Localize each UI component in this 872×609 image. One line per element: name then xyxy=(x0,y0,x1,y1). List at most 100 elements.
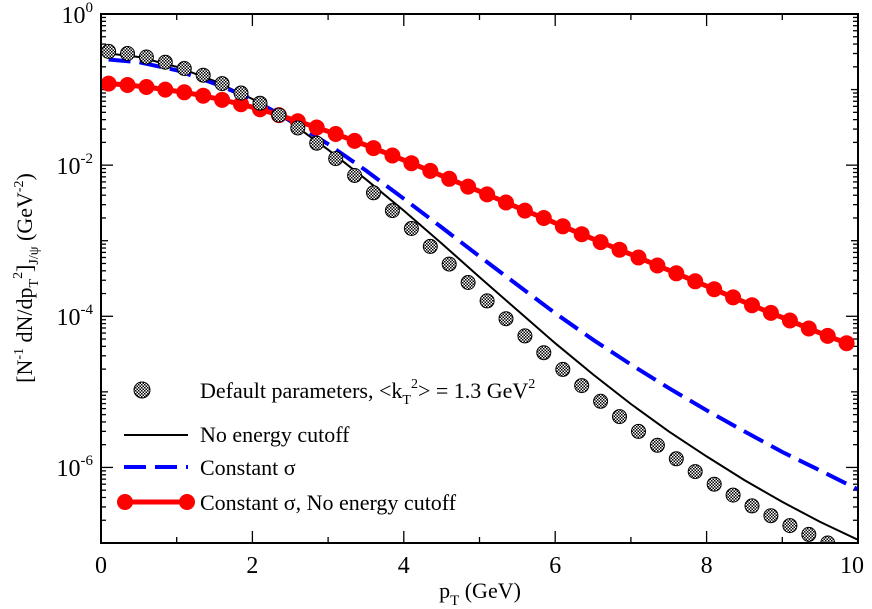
data-point-hatched xyxy=(744,498,760,514)
data-point-red xyxy=(365,140,382,157)
legend-item-constant-sigma: Constant σ xyxy=(124,455,296,480)
data-point-hatched xyxy=(290,120,306,136)
data-point-red xyxy=(138,79,155,95)
data-point-hatched xyxy=(517,328,533,344)
data-point-hatched xyxy=(441,256,457,272)
data-point-hatched xyxy=(328,151,344,167)
data-point-hatched xyxy=(706,476,722,492)
data-point-red xyxy=(441,170,458,187)
data-point-red xyxy=(233,96,249,113)
data-point-hatched xyxy=(271,107,287,123)
data-point-hatched xyxy=(801,526,817,542)
data-point-red xyxy=(327,126,344,142)
data-point-red xyxy=(800,320,817,337)
data-point-red xyxy=(101,75,117,92)
legend-label: No energy cutoff xyxy=(200,422,350,447)
series-markers-default-parameters xyxy=(101,43,851,543)
data-point-red xyxy=(308,119,325,136)
y-axis-title: [N-1 dN/dpT2]J/ψ (GeV-2) xyxy=(11,173,42,383)
plot-frame xyxy=(100,13,859,544)
legend-label: Constant σ xyxy=(200,455,296,480)
x-tick-label: 0 xyxy=(95,553,107,579)
series-line-constant-sigma xyxy=(108,57,858,492)
data-point-red xyxy=(630,249,647,266)
data-point-hatched xyxy=(763,508,779,524)
data-point-red xyxy=(744,297,760,314)
x-tick-label: 2 xyxy=(246,553,258,579)
data-point-hatched xyxy=(479,293,495,309)
data-point-red xyxy=(554,218,571,235)
data-point-hatched xyxy=(668,451,684,467)
data-point-red xyxy=(668,265,685,282)
x-tick-label: 8 xyxy=(701,553,713,579)
data-point-red xyxy=(479,186,496,203)
legend-item-default-parameters: Default parameters, <kT2> = 1.3 GeV2 xyxy=(133,377,535,408)
y-tick-labels: 100 10-2 10-4 10-6 xyxy=(57,0,94,482)
data-point-red xyxy=(838,335,855,352)
data-point-hatched xyxy=(403,221,419,236)
data-point-red xyxy=(592,234,609,251)
y-tick-label: 10-2 xyxy=(57,151,94,180)
y-tick-label: 100 xyxy=(62,0,94,29)
data-point-hatched xyxy=(574,378,590,394)
series-markers-constant-sigma-no-energy-cutoff xyxy=(101,75,855,352)
data-point-hatched xyxy=(820,535,836,543)
data-point-hatched xyxy=(687,464,703,480)
data-point-red xyxy=(422,162,439,179)
data-point-hatched xyxy=(309,135,325,151)
series-layer xyxy=(101,43,858,543)
data-point-hatched xyxy=(347,168,363,183)
data-point-hatched xyxy=(252,95,268,111)
data-point-hatched xyxy=(725,487,741,503)
data-point-red xyxy=(573,226,590,243)
legend-item-no-energy-cutoff: No energy cutoff xyxy=(124,422,350,447)
legend-label: Constant σ, No energy cutoff xyxy=(200,490,457,515)
data-point-red xyxy=(762,304,779,321)
data-point-red xyxy=(819,327,836,344)
x-axis-title: pT (GeV) xyxy=(439,578,521,609)
data-point-red xyxy=(384,147,401,164)
data-point-hatched xyxy=(612,409,627,425)
data-point-hatched xyxy=(555,361,571,377)
data-point-red xyxy=(649,257,666,274)
legend-item-constant-sigma-no-energy-cutoff: Constant σ, No energy cutoff xyxy=(117,490,457,515)
data-point-red xyxy=(403,155,420,172)
data-point-hatched xyxy=(631,423,646,439)
y-tick-label: 10-4 xyxy=(57,302,94,331)
data-point-hatched xyxy=(120,46,135,61)
legend-marker-red-dot xyxy=(117,494,133,510)
x-tick-label: 6 xyxy=(549,553,561,579)
data-point-hatched xyxy=(422,238,438,254)
x-tick-labels: 0 2 4 6 8 10 xyxy=(95,553,864,579)
data-point-hatched xyxy=(536,345,552,361)
data-point-hatched xyxy=(649,437,665,453)
legend-marker-red-dot xyxy=(179,494,195,510)
data-point-red xyxy=(725,289,742,306)
data-point-red xyxy=(498,194,514,211)
data-point-red xyxy=(176,84,193,101)
data-point-hatched xyxy=(195,67,211,83)
data-point-hatched xyxy=(214,76,230,92)
data-point-red xyxy=(611,241,628,258)
data-point-red xyxy=(687,273,704,290)
data-point-hatched xyxy=(782,518,798,534)
data-point-hatched xyxy=(233,85,249,101)
data-point-hatched xyxy=(460,275,476,290)
data-point-hatched xyxy=(593,393,609,409)
x-tick-label: 4 xyxy=(398,553,410,579)
data-point-red xyxy=(119,77,136,93)
series-line-constant-sigma-no-energy-cutoff xyxy=(108,81,848,346)
data-point-red xyxy=(214,91,231,108)
data-point-hatched xyxy=(176,61,192,76)
legend-marker-hatched-circle xyxy=(133,381,151,399)
data-point-hatched xyxy=(101,43,117,59)
data-point-hatched xyxy=(498,311,514,327)
y-tick-label: 10-6 xyxy=(57,453,94,482)
data-point-red xyxy=(460,178,477,195)
x-tick-label: 10 xyxy=(840,553,864,579)
data-point-red xyxy=(706,281,723,298)
data-point-red xyxy=(535,210,552,226)
data-point-hatched xyxy=(138,49,154,65)
legend-label: Default parameters, <kT2> = 1.3 GeV2 xyxy=(200,377,535,408)
